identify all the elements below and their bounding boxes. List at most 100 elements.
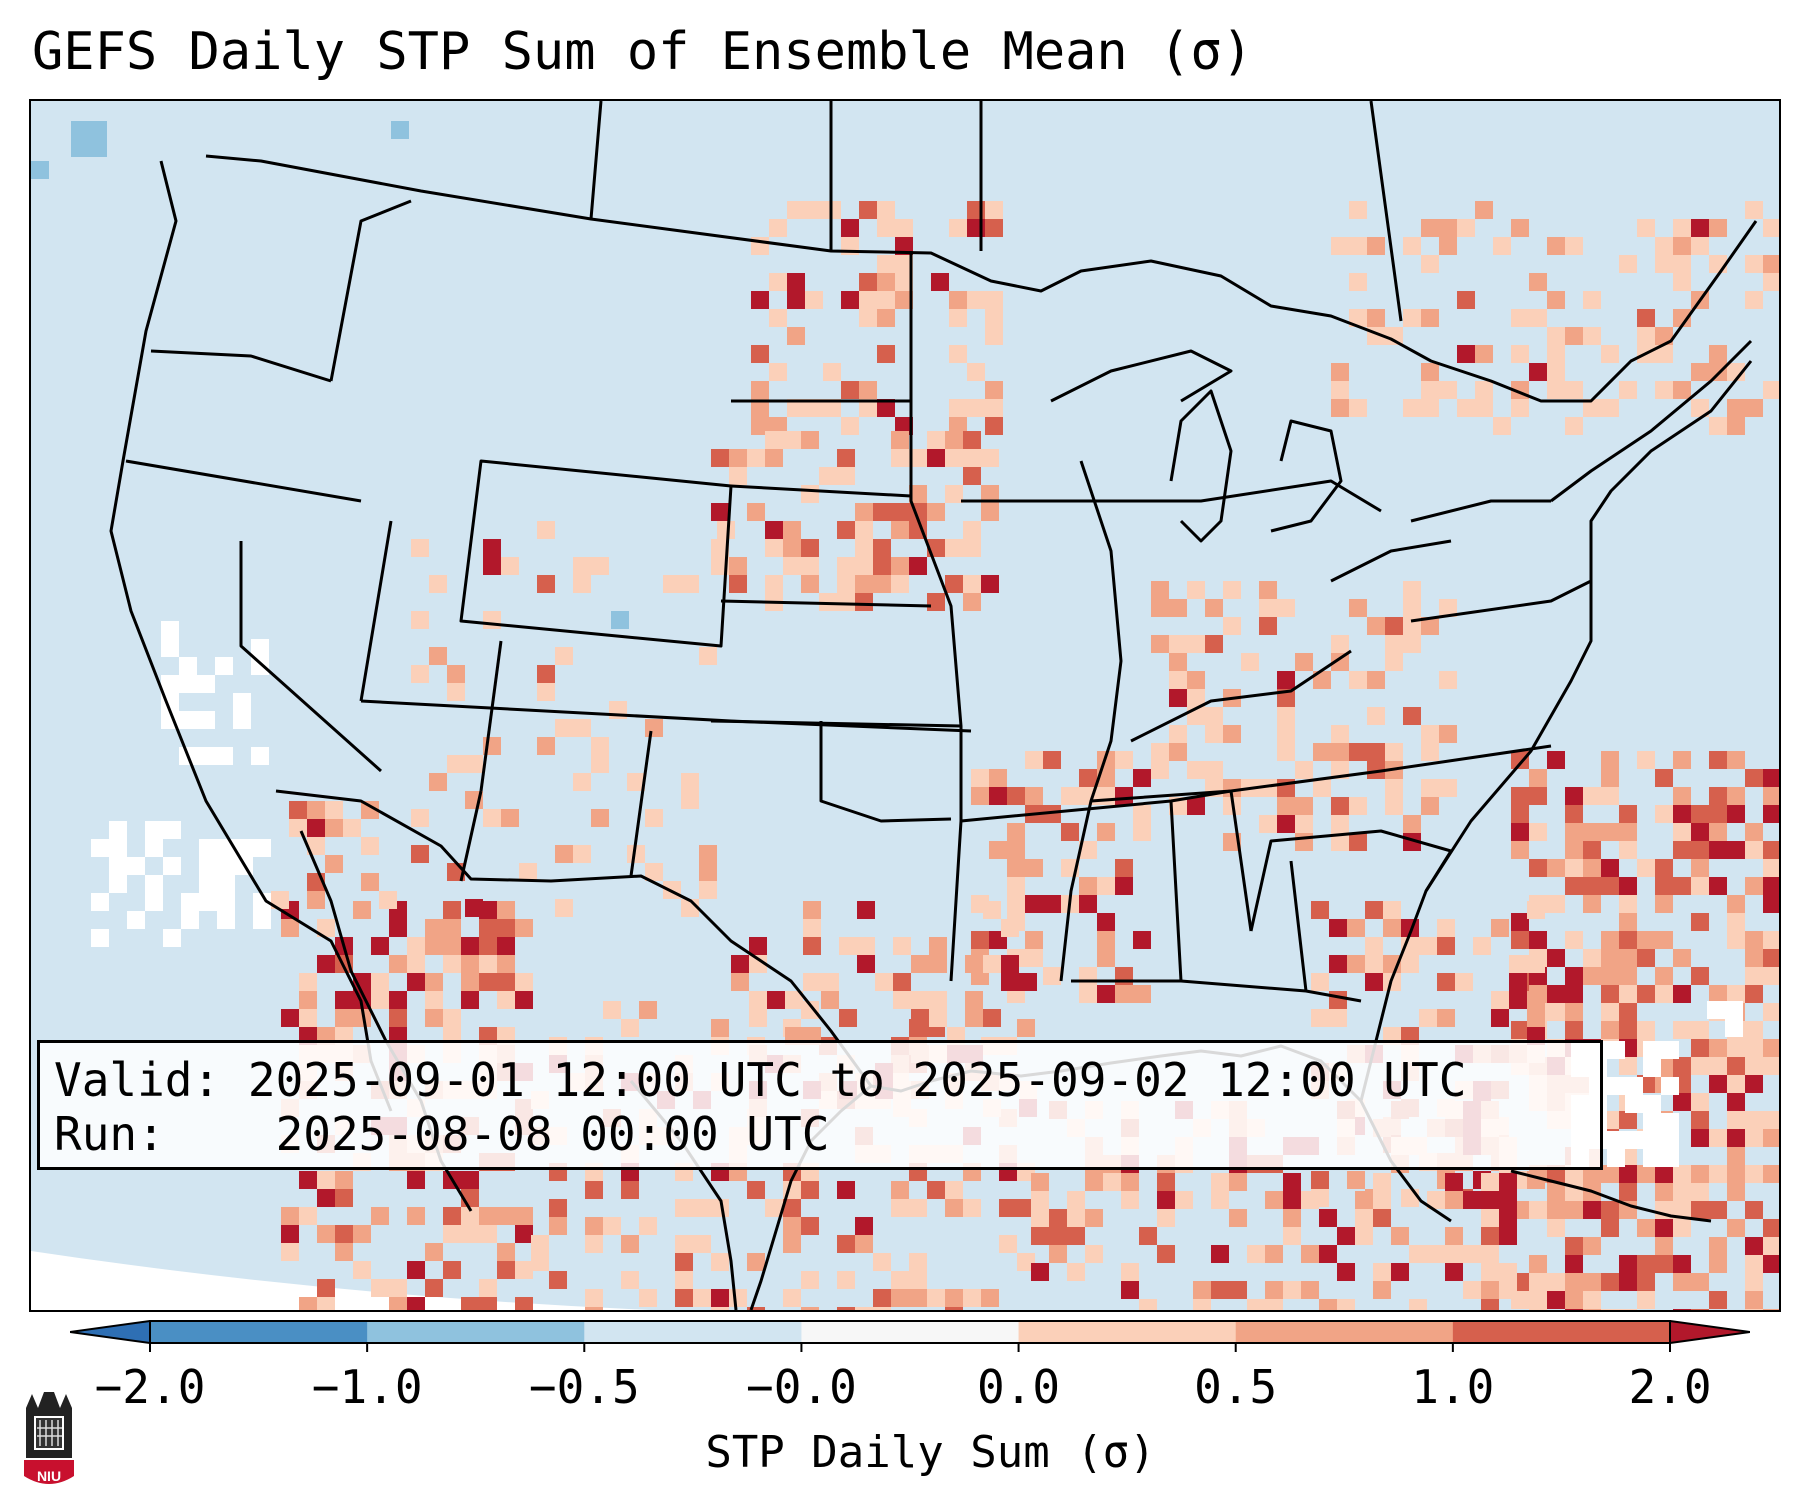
- anomaly-cell: [1601, 1201, 1619, 1219]
- anomaly-cell: [1565, 1021, 1583, 1039]
- anomaly-cell: [1745, 1309, 1763, 1310]
- anomaly-cell: [981, 1289, 999, 1307]
- anomaly-cell: [1001, 919, 1019, 937]
- anomaly-cell: [343, 819, 361, 837]
- anomaly-cell: [1763, 1111, 1779, 1129]
- neutral-cell: [253, 911, 271, 929]
- anomaly-cell: [1763, 769, 1779, 787]
- anomaly-cell: [751, 381, 769, 399]
- anomaly-cell: [1499, 1173, 1517, 1191]
- anomaly-cell: [1745, 1237, 1763, 1255]
- anomaly-cell: [1565, 877, 1583, 895]
- anomaly-cell: [1601, 769, 1619, 787]
- neutral-cell: [127, 857, 145, 875]
- neutral-cell: [91, 839, 109, 857]
- anomaly-cell: [371, 991, 389, 1009]
- anomaly-cell: [877, 309, 895, 327]
- anomaly-cell: [1409, 1299, 1427, 1310]
- anomaly-cell: [929, 1009, 947, 1027]
- anomaly-cell: [1529, 363, 1547, 381]
- anomaly-cell: [1619, 1165, 1637, 1183]
- neutral-cell: [145, 893, 163, 911]
- sd-ne-border: [730, 484, 912, 498]
- anomaly-cell: [1067, 1191, 1085, 1209]
- anomaly-cell: [751, 399, 769, 417]
- anomaly-cell: [1655, 255, 1673, 273]
- anomaly-cell: [1427, 1191, 1445, 1209]
- anomaly-cell: [859, 201, 877, 219]
- anomaly-cell: [389, 1297, 407, 1310]
- colorbar-label: STP Daily Sum (σ): [705, 1427, 1156, 1478]
- anomaly-cell: [717, 521, 735, 539]
- anomaly-cell: [929, 955, 947, 973]
- anomaly-cell: [1229, 1209, 1247, 1227]
- anomaly-cell: [1031, 1209, 1049, 1227]
- anomaly-cell: [967, 363, 985, 381]
- anomaly-cell: [1139, 1299, 1157, 1310]
- anomaly-cell: [873, 1307, 891, 1310]
- anomaly-cell: [699, 845, 717, 863]
- anomaly-cell: [1493, 237, 1511, 255]
- anomaly-cell: [873, 575, 891, 593]
- anomaly-cell: [1421, 617, 1439, 635]
- anomaly-cell: [1169, 689, 1187, 707]
- anomaly-cell: [873, 539, 891, 557]
- anomaly-cell: [1115, 859, 1133, 877]
- anomaly-cell: [1439, 219, 1457, 237]
- anomaly-cell: [281, 919, 299, 937]
- anomaly-cell: [891, 521, 909, 539]
- anomaly-cell: [1691, 1129, 1709, 1147]
- anomaly-cell: [1391, 1263, 1409, 1281]
- anomaly-cell: [749, 955, 767, 973]
- anomaly-cell: [411, 611, 429, 629]
- neutral-cell: [161, 639, 179, 657]
- anomaly-cell: [1283, 1209, 1301, 1227]
- anomaly-cell: [893, 937, 911, 955]
- anomaly-cell: [603, 1217, 621, 1235]
- anomaly-cell: [1043, 751, 1061, 769]
- anomaly-cell: [1529, 787, 1547, 805]
- anomaly-cell: [1673, 1021, 1691, 1039]
- anomaly-cell: [483, 611, 501, 629]
- anomaly-cell: [603, 1001, 621, 1019]
- anomaly-cell: [1151, 743, 1169, 761]
- anomaly-cell: [945, 1199, 963, 1217]
- anomaly-cell: [823, 399, 841, 417]
- anomaly-cell: [1511, 1021, 1529, 1039]
- neutral-cell: [145, 839, 163, 857]
- anomaly-cell: [407, 973, 425, 991]
- valid-label: Valid:: [54, 1053, 221, 1107]
- anomaly-cell: [967, 291, 985, 309]
- anomaly-cell: [1193, 1299, 1211, 1310]
- niu-logo: [24, 1392, 74, 1484]
- anomaly-cell: [1547, 1273, 1565, 1291]
- anomaly-cell: [1745, 823, 1763, 841]
- anomaly-cell: [1265, 1281, 1283, 1299]
- anomaly-cell: [1565, 841, 1583, 859]
- anomaly-cell: [1445, 1263, 1463, 1281]
- anomaly-cell: [1709, 219, 1727, 237]
- anomaly-cell: [1565, 1201, 1583, 1219]
- anomaly-cell: [1745, 949, 1763, 967]
- anomaly-cell: [1529, 1291, 1547, 1309]
- anomaly-cell: [769, 417, 787, 435]
- ks-ok-border: [710, 719, 962, 728]
- anomaly-cell: [1601, 877, 1619, 895]
- oregon-california-border: [125, 459, 362, 503]
- anomaly-cell: [1673, 949, 1691, 967]
- anomaly-cell: [537, 521, 555, 539]
- anomaly-cell: [999, 1235, 1017, 1253]
- anomaly-cell: [461, 973, 479, 991]
- anomaly-cell: [1763, 931, 1779, 949]
- anomaly-cell: [1475, 201, 1493, 219]
- anomaly-cell: [949, 417, 967, 435]
- anomaly-cell: [1085, 1209, 1103, 1227]
- anomaly-cell: [873, 1289, 891, 1307]
- anomaly-cell: [1601, 931, 1619, 949]
- anomaly-cell: [1481, 1227, 1499, 1245]
- anomaly-cell: [1529, 769, 1547, 787]
- anomaly-cell: [1727, 841, 1745, 859]
- anomaly-cell: [1673, 255, 1691, 273]
- anomaly-cell: [361, 837, 379, 855]
- neutral-cell: [179, 711, 197, 729]
